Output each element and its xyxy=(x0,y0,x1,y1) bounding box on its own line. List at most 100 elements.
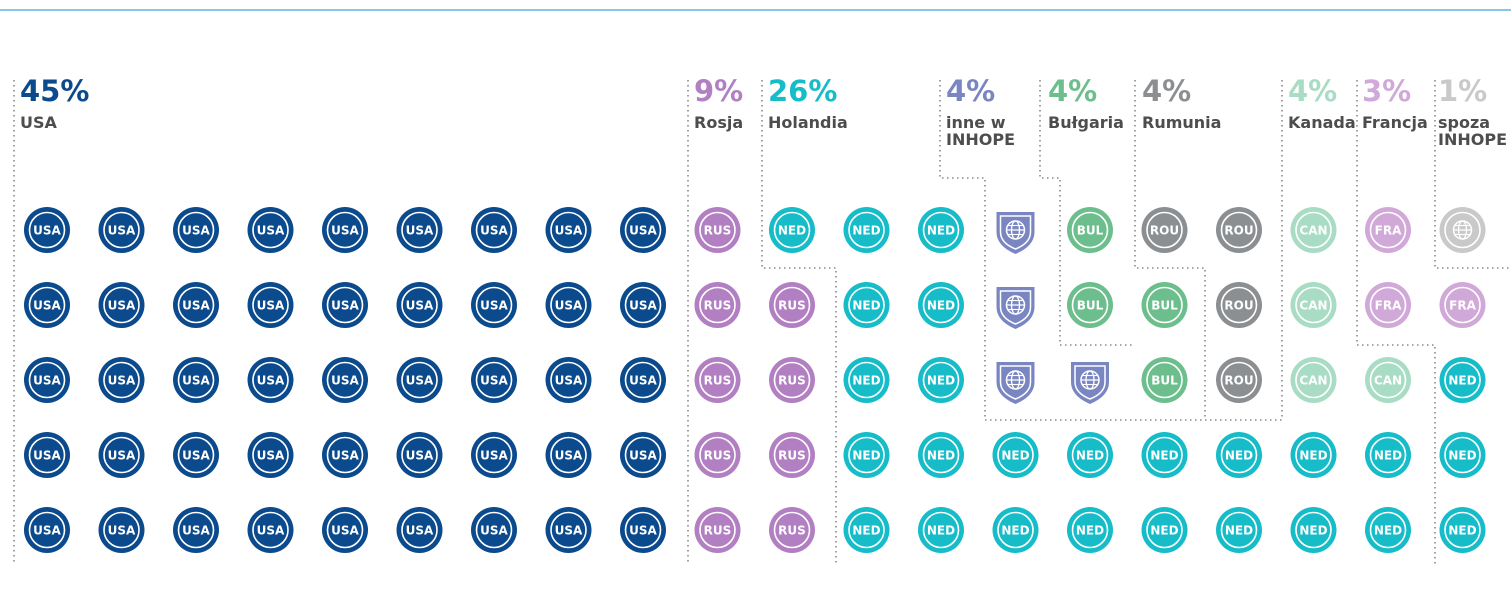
series-name: Kanada xyxy=(1288,113,1356,132)
badge-ring xyxy=(475,211,513,249)
icon: RUS xyxy=(769,282,815,328)
badge xyxy=(1439,282,1486,328)
badge xyxy=(247,282,294,328)
icon-code: USA xyxy=(555,374,583,388)
badge xyxy=(98,207,145,253)
icon-code: BUL xyxy=(1151,374,1178,388)
icon-code: NED xyxy=(852,449,880,463)
badge-ring xyxy=(28,286,66,324)
badge-ring xyxy=(1220,211,1258,249)
badge xyxy=(471,282,517,328)
icon: USA xyxy=(471,432,517,478)
icon: ROU xyxy=(1216,357,1262,403)
badge-ring xyxy=(1071,436,1109,474)
badge-ring xyxy=(401,511,438,549)
icon: RUS xyxy=(769,507,815,553)
badge-ring xyxy=(1444,286,1481,324)
series-name: Bułgaria xyxy=(1048,113,1124,132)
badge-ring xyxy=(1220,511,1258,549)
icon: NED xyxy=(1439,432,1486,478)
badge xyxy=(918,357,964,403)
icon-code: USA xyxy=(257,449,285,463)
icon-code: FRA xyxy=(1375,224,1402,238)
badge-ring xyxy=(326,361,364,399)
badge-ring xyxy=(475,436,513,474)
icon xyxy=(996,287,1035,329)
series-header: 1% spoza INHOPE xyxy=(1438,74,1511,148)
badge-ring xyxy=(848,286,885,324)
badge xyxy=(24,207,70,253)
badge xyxy=(620,282,666,328)
badge xyxy=(545,507,592,553)
icon xyxy=(996,212,1035,254)
icon: NED xyxy=(843,432,890,478)
badge-ring xyxy=(475,286,513,324)
icon: USA xyxy=(620,207,666,253)
icon: NED xyxy=(918,282,964,328)
icon: USA xyxy=(98,507,145,553)
icon-code: USA xyxy=(406,224,434,238)
badge xyxy=(173,357,219,403)
value-label: 4% xyxy=(1142,74,1192,108)
icon-code: USA xyxy=(108,374,136,388)
series-name: inne w INHOPE xyxy=(946,113,1015,149)
badge xyxy=(247,357,294,403)
badge xyxy=(1141,432,1188,478)
badge-ring xyxy=(475,511,513,549)
icon-code: USA xyxy=(331,374,359,388)
icon: USA xyxy=(545,207,592,253)
badge xyxy=(1067,282,1113,328)
badge-ring xyxy=(550,361,587,399)
icon-code: BUL xyxy=(1151,299,1178,313)
badge-ring xyxy=(28,511,66,549)
badge-ring xyxy=(1444,436,1481,474)
icon-code: NED xyxy=(927,524,955,538)
icon-code: NED xyxy=(1076,449,1104,463)
badge xyxy=(1290,432,1337,478)
icon: ROU xyxy=(1216,282,1262,328)
icon-code: NED xyxy=(1225,524,1253,538)
icon: USA xyxy=(173,432,219,478)
icon-code: USA xyxy=(406,374,434,388)
icon-code: USA xyxy=(108,449,136,463)
badge-ring xyxy=(1444,511,1481,549)
shield xyxy=(996,287,1035,329)
icon: USA xyxy=(247,507,294,553)
icon: CAN xyxy=(1290,282,1337,328)
series-header: 4% inne w INHOPE xyxy=(946,74,1041,148)
badge-ring xyxy=(550,286,587,324)
icon: BUL xyxy=(1067,282,1113,328)
icon-code: USA xyxy=(331,449,359,463)
badge-ring xyxy=(177,361,215,399)
icon: USA xyxy=(173,282,219,328)
badge xyxy=(769,207,815,253)
badge xyxy=(1067,207,1113,253)
badge xyxy=(471,207,517,253)
badge xyxy=(843,282,890,328)
series-header: 4% Kanada xyxy=(1288,74,1358,131)
icon-code: NED xyxy=(1001,524,1029,538)
badge-ring xyxy=(1369,361,1407,399)
icon-code: NED xyxy=(927,299,955,313)
shield xyxy=(996,362,1035,404)
badge xyxy=(992,432,1039,478)
value-label: 3% xyxy=(1362,74,1412,108)
series-name: Rosja xyxy=(694,113,744,132)
icon: USA xyxy=(545,282,592,328)
icon: USA xyxy=(396,207,443,253)
icon-code: RUS xyxy=(778,299,806,313)
badge xyxy=(471,357,517,403)
icon-code: USA xyxy=(629,224,657,238)
icon: NED xyxy=(1141,507,1188,553)
icon-code: USA xyxy=(480,374,508,388)
icon-code: NED xyxy=(927,449,955,463)
badge xyxy=(620,357,666,403)
icon: USA xyxy=(173,357,219,403)
value-label: 26% xyxy=(768,74,838,108)
icon-code: USA xyxy=(555,224,583,238)
shield xyxy=(996,212,1035,254)
badge xyxy=(769,507,815,553)
icon-code: BUL xyxy=(1077,224,1104,238)
icon-code: USA xyxy=(257,524,285,538)
icon-code: USA xyxy=(629,299,657,313)
